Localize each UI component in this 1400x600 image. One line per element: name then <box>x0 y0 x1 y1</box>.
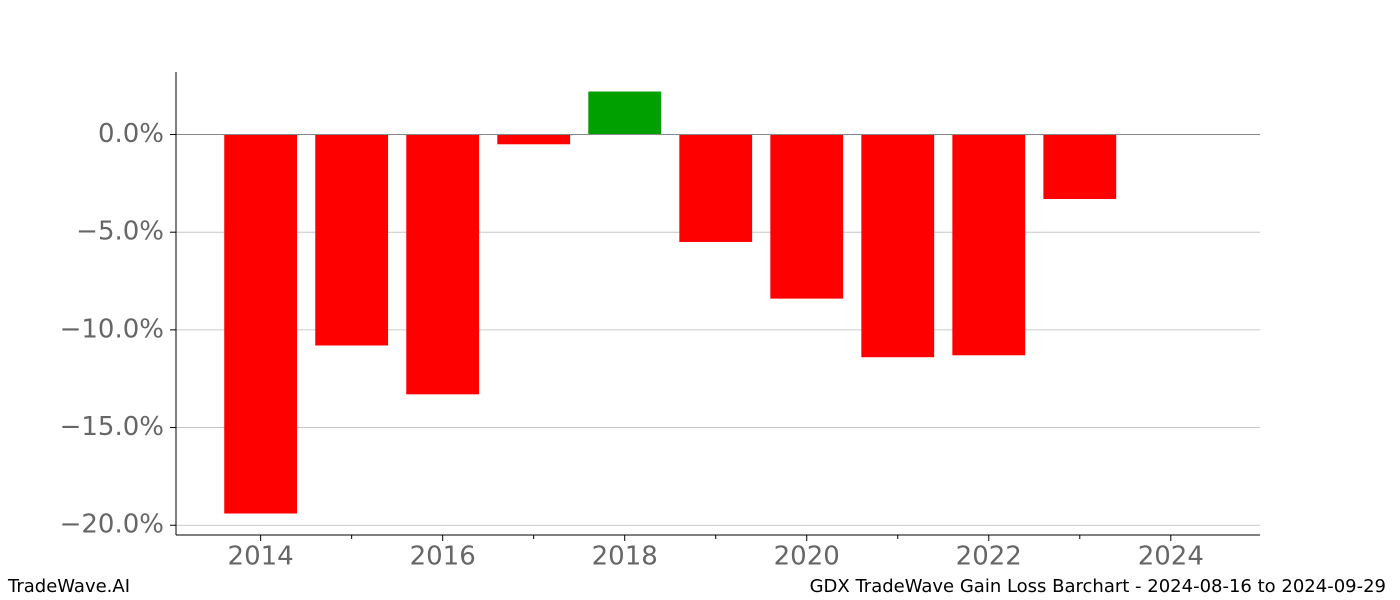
bar <box>770 134 844 299</box>
bar <box>497 134 571 145</box>
bar <box>679 134 753 242</box>
x-tick-label: 2014 <box>228 542 294 572</box>
y-tick-label: −10.0% <box>60 314 164 344</box>
footer-left: TradeWave.AI <box>7 576 130 597</box>
y-tick-label: −15.0% <box>60 412 164 442</box>
bar <box>224 134 298 514</box>
footer-right: GDX TradeWave Gain Loss Barchart - 2024-… <box>810 576 1386 597</box>
x-tick-label: 2016 <box>410 542 476 572</box>
bar <box>952 134 1026 356</box>
x-tick-label: 2024 <box>1138 542 1204 572</box>
bar <box>861 134 935 358</box>
y-tick-label: 0.0% <box>98 119 164 149</box>
x-tick-label: 2022 <box>956 542 1022 572</box>
bar <box>588 91 662 135</box>
x-tick-label: 2018 <box>592 542 658 572</box>
bar <box>1043 134 1117 199</box>
bar <box>315 134 389 346</box>
x-tick-label: 2020 <box>774 542 840 572</box>
bar <box>406 134 480 395</box>
y-tick-label: −20.0% <box>60 510 164 540</box>
y-tick-label: −5.0% <box>76 217 164 247</box>
